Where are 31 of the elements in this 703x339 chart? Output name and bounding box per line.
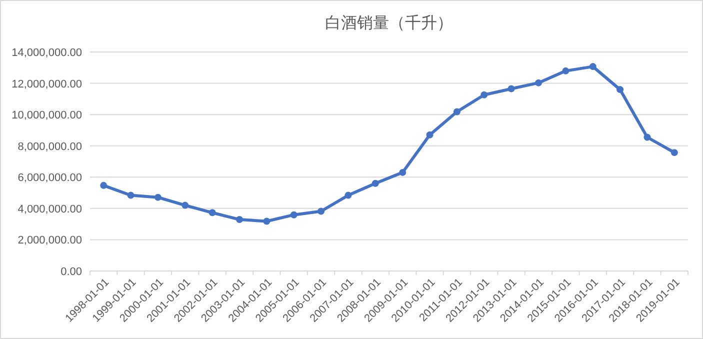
y-tick-label: 12,000,000.00	[12, 78, 82, 90]
y-tick-label: 6,000,000.00	[18, 172, 82, 184]
point	[318, 208, 325, 215]
point	[290, 211, 298, 218]
point	[426, 131, 434, 138]
point	[208, 209, 216, 216]
point	[535, 79, 542, 86]
y-tick-label: 10,000,000.00	[12, 110, 82, 122]
chart-title: 白酒销量（千升）	[325, 14, 453, 32]
point	[670, 149, 678, 156]
y-tick-label: 4,000,000.00	[18, 203, 82, 216]
point	[263, 218, 270, 225]
point	[616, 86, 624, 94]
y-tick-label: 14,000,000.00	[12, 47, 82, 59]
point	[453, 108, 460, 116]
point	[344, 192, 352, 199]
y-tick-label: 2,000,000.00	[18, 234, 82, 247]
y-tick-label: 0.00	[60, 266, 82, 278]
point	[372, 180, 379, 187]
point	[562, 67, 570, 74]
point	[100, 182, 108, 189]
point	[399, 168, 406, 176]
point	[644, 134, 651, 141]
point	[508, 85, 515, 92]
point	[480, 91, 488, 98]
point	[154, 194, 162, 201]
point	[182, 202, 189, 209]
point	[127, 192, 134, 199]
point	[589, 63, 596, 70]
point	[236, 216, 243, 224]
y-tick-label: 8,000,000.00	[18, 140, 82, 153]
